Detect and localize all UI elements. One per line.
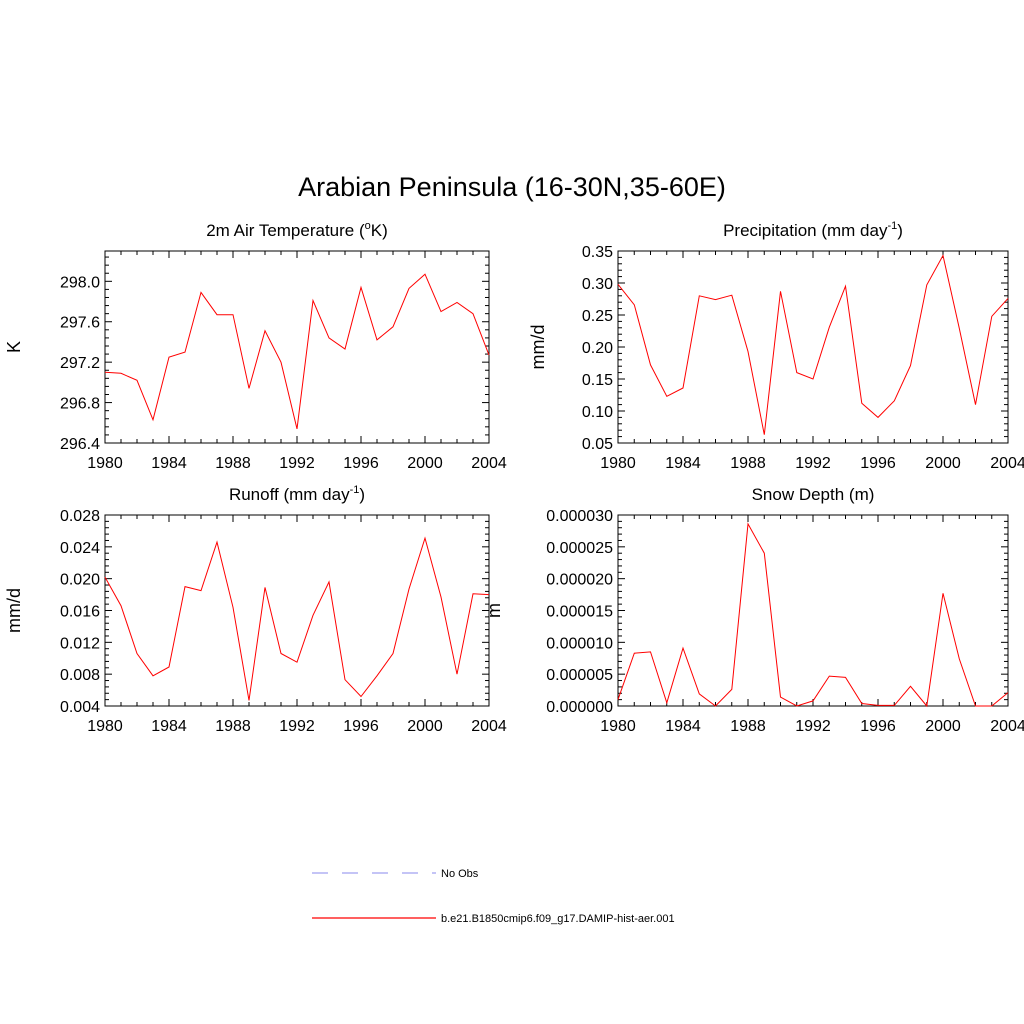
panel-title: Precipitation (mm day-1): [723, 220, 903, 240]
y-tick-label: 0.000005: [546, 667, 613, 684]
x-tick-label: 2000: [925, 455, 961, 472]
panel-2: 1980 1984 1988 1992 1996 2000 2004 0.05 0.10 0.15…: [528, 220, 1024, 472]
y-tick-label: 0.05: [582, 436, 613, 453]
x-tick-label: 1984: [665, 718, 701, 735]
y-tick-label: 0.000000: [546, 699, 613, 716]
y-tick-label: 0.012: [60, 635, 100, 652]
x-tick-label: 1992: [279, 455, 315, 472]
y-tick-label: 298.0: [60, 274, 100, 291]
y-tick-label: 297.6: [60, 315, 100, 332]
plot-frame: [617, 514, 1009, 707]
x-tick-label: 1992: [795, 718, 831, 735]
x-tick-label: 2004: [990, 455, 1024, 472]
panel-title: 2m Air Temperature (oK): [206, 220, 388, 240]
x-tick-label: 1996: [860, 455, 896, 472]
y-axis-label: m: [484, 603, 504, 618]
panel-1: 1980 1984 1988 1992 1996 2000 2004 296.4 296.8 29…: [4, 220, 507, 472]
plot-frame: [104, 514, 490, 707]
x-tick-label: 2004: [471, 718, 507, 735]
panel-3: 1980 1984 1988 1992 1996 2000 2004 0.004 0.008 0.…: [4, 484, 507, 735]
x-tick-label: 1980: [600, 718, 636, 735]
x-tick-label: 1984: [151, 455, 187, 472]
legend: No Obs b.e21.B1850cmip6.f09_g17.DAMIP-his…: [312, 868, 675, 925]
panel-4: 1980 1984 1988 1992 1996 2000 2004 0.000000 0.00…: [484, 485, 1024, 735]
x-tick-label: 1996: [343, 718, 379, 735]
series-line-1: [617, 522, 1009, 708]
y-tick-label: 0.008: [60, 667, 100, 684]
legend-label-2: b.e21.B1850cmip6.f09_g17.DAMIP-hist-aer.…: [441, 913, 675, 925]
x-tick-label: 1984: [665, 455, 701, 472]
y-tick-label: 0.000010: [546, 635, 613, 652]
plot-frame: [617, 250, 1009, 444]
figure-title: Arabian Peninsula (16-30N,35-60E): [298, 172, 726, 202]
y-tick-label: 0.000025: [546, 540, 613, 557]
y-tick-label: 0.020: [60, 572, 100, 589]
y-tick-label: 0.000030: [546, 508, 613, 525]
panels: 1980 1984 1988 1992 1996 2000 2004 296.4 296.8 29…: [4, 220, 1024, 735]
x-tick-label: 1992: [795, 455, 831, 472]
y-axis-label: mm/d: [528, 325, 548, 370]
x-tick-label: 2004: [471, 455, 507, 472]
series-line-1: [104, 273, 490, 430]
y-tick-label: 0.000020: [546, 572, 613, 589]
x-tick-label: 1988: [215, 455, 251, 472]
y-tick-label: 0.016: [60, 604, 100, 621]
panel-title: Snow Depth (m): [752, 485, 875, 504]
x-tick-label: 1980: [87, 455, 123, 472]
plot-frame: [104, 250, 490, 444]
y-tick-label: 0.35: [582, 244, 613, 261]
panel-title: Runoff (mm day-1): [229, 484, 365, 504]
y-tick-label: 297.2: [60, 355, 100, 372]
y-tick-label: 0.25: [582, 308, 613, 325]
x-tick-label: 1988: [730, 455, 766, 472]
y-tick-label: 0.20: [582, 340, 613, 357]
x-tick-label: 1988: [215, 718, 251, 735]
legend-label-1: No Obs: [441, 868, 479, 880]
x-tick-label: 1980: [87, 718, 123, 735]
x-tick-label: 1992: [279, 718, 315, 735]
x-tick-label: 1996: [860, 718, 896, 735]
x-tick-label: 2004: [990, 718, 1024, 735]
x-tick-label: 2000: [407, 718, 443, 735]
y-tick-label: 296.4: [60, 436, 100, 453]
y-axis-label: K: [4, 341, 24, 353]
series-line-1: [617, 254, 1009, 435]
y-tick-label: 0.004: [60, 699, 100, 716]
x-tick-label: 1996: [343, 455, 379, 472]
series-line-1: [104, 536, 490, 701]
y-tick-label: 0.30: [582, 276, 613, 293]
y-tick-label: 0.028: [60, 508, 100, 525]
y-tick-label: 0.024: [60, 540, 100, 557]
x-tick-label: 1984: [151, 718, 187, 735]
y-axis-label: mm/d: [4, 588, 24, 633]
y-tick-label: 0.10: [582, 404, 613, 421]
x-tick-label: 1980: [600, 455, 636, 472]
x-tick-label: 2000: [407, 455, 443, 472]
y-tick-label: 0.15: [582, 372, 613, 389]
y-tick-label: 0.000015: [546, 604, 613, 621]
x-tick-label: 2000: [925, 718, 961, 735]
x-tick-label: 1988: [730, 718, 766, 735]
y-tick-label: 296.8: [60, 396, 100, 413]
